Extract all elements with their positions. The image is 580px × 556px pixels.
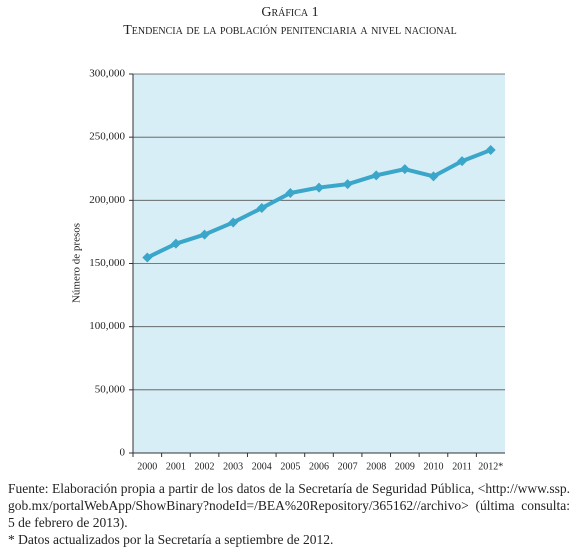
y-tick-label: 0 [120, 447, 126, 459]
marker [457, 156, 468, 167]
chart: Gráfica 1 Tendencia de la población peni… [71, 5, 505, 472]
y-tick-label: 200,000 [89, 194, 125, 206]
marker [314, 182, 324, 193]
marker [399, 164, 410, 175]
y-tick-label: 250,000 [89, 131, 125, 143]
x-tick-label: 2003 [223, 461, 243, 472]
marker [142, 252, 153, 263]
marker [371, 170, 382, 181]
x-tick-label: 2004 [252, 461, 272, 472]
marker [228, 217, 239, 228]
y-tick-label: 50,000 [95, 383, 126, 395]
chart-title: Gráfica 1 [261, 5, 318, 20]
x-tick-label: 2007 [338, 461, 358, 472]
marker [485, 145, 496, 156]
x-tick-label: 2001 [166, 461, 186, 472]
marker [285, 188, 296, 199]
note: * Datos actualizados por la Secretaría a… [8, 532, 334, 547]
x-tick-label: 2006 [309, 461, 329, 472]
x-tick-label: 2009 [395, 461, 415, 472]
x-tick-label: 2002 [195, 461, 215, 472]
y-tick-label: 100,000 [89, 320, 125, 332]
footnotes: Fuente: Elaboración propia a partir de l… [8, 480, 570, 548]
y-tick-label: 300,000 [89, 68, 125, 80]
x-tick-label: 2008 [366, 461, 386, 472]
x-tick-label: 2010 [423, 461, 443, 472]
marker [428, 171, 439, 182]
marker [170, 238, 181, 249]
x-tick-label: 2005 [280, 461, 300, 472]
x-tick-label: 2011 [452, 461, 472, 472]
x-tick-label: 2012* [478, 461, 503, 472]
y-axis-label: Número de presos [71, 223, 83, 303]
marker [256, 203, 267, 214]
y-tick-label: 150,000 [89, 257, 125, 269]
chart-subtitle: Tendencia de la población penitenciaria … [123, 23, 457, 38]
source: Fuente: Elaboración propia a partir de l… [8, 481, 570, 530]
marker [342, 179, 353, 190]
marker [199, 229, 210, 240]
x-tick-label: 2000 [137, 461, 157, 472]
